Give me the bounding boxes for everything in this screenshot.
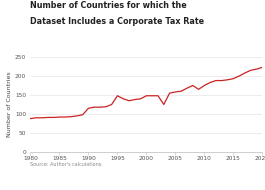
- Y-axis label: Number of Countries: Number of Countries: [7, 72, 12, 137]
- Text: Number of Countries for which the: Number of Countries for which the: [30, 1, 187, 10]
- Text: Dataset Includes a Corporate Tax Rate: Dataset Includes a Corporate Tax Rate: [30, 17, 205, 26]
- Text: Source: Author's calculations.: Source: Author's calculations.: [30, 162, 103, 167]
- Text: @TaxFoundation: @TaxFoundation: [209, 177, 258, 182]
- Text: TAX FOUNDATION: TAX FOUNDATION: [7, 177, 79, 183]
